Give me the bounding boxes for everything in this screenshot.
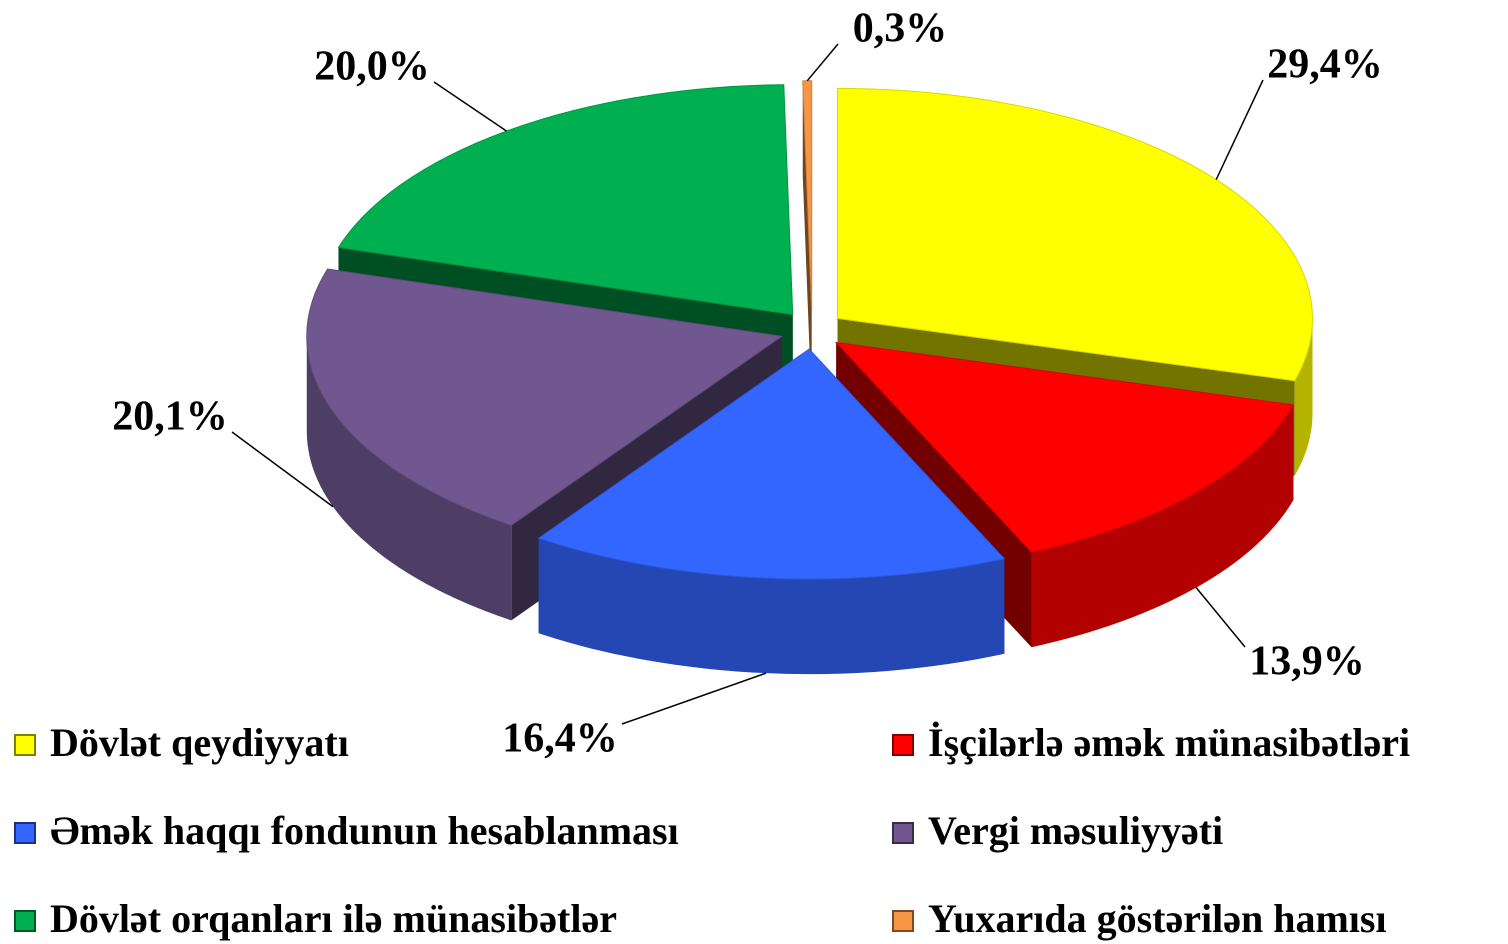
leader-line	[1215, 79, 1264, 180]
slice	[837, 87, 1313, 382]
value-label: 0,3%	[853, 6, 948, 52]
slice	[537, 348, 1006, 580]
slice	[834, 341, 1295, 553]
legend-label: Əmək haqqı fondunun hesablanması	[50, 808, 679, 853]
value-label: 20,0%	[314, 44, 430, 90]
slice-wall	[306, 336, 512, 621]
value-label: 16,4%	[502, 716, 618, 762]
legend-label: Dövlət qeydiyyatı	[50, 720, 349, 765]
legend-swatch	[14, 910, 36, 932]
leader-line	[433, 81, 507, 132]
slice	[306, 268, 784, 526]
slice-side	[802, 80, 812, 406]
legend-swatch	[14, 734, 36, 756]
slice	[337, 84, 794, 316]
leader-line	[806, 43, 839, 82]
legend-swatch	[892, 910, 914, 932]
value-label: 29,4%	[1267, 42, 1383, 88]
slice-wall	[538, 538, 1005, 675]
value-label: 13,9%	[1249, 639, 1365, 685]
legend-label: Vergi məsuliyyəti	[928, 808, 1223, 853]
slice-wall	[1294, 318, 1313, 476]
slice-wall	[1031, 404, 1294, 648]
leader-line	[1195, 587, 1246, 648]
legend-swatch	[892, 734, 914, 756]
legend-label: Yuxarıda göstərilən hamısı	[928, 896, 1387, 941]
legend-label: Dövlət orqanları ilə münasibətlər	[50, 896, 617, 941]
leader-line	[231, 431, 334, 508]
value-label: 20,1%	[112, 394, 228, 440]
legend-swatch	[14, 822, 36, 844]
legend-label: İşçilərlə əmək münasibətləri	[928, 720, 1410, 765]
legend-swatch	[892, 822, 914, 844]
leader-line	[621, 672, 767, 725]
